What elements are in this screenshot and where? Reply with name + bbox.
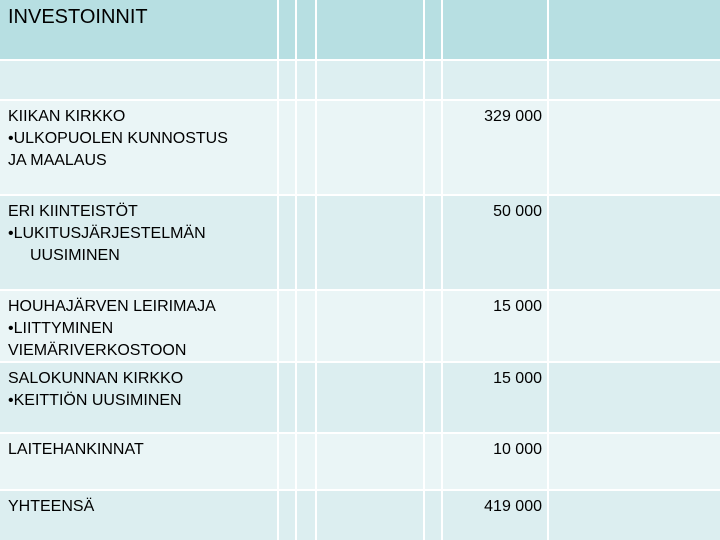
row-label: SALOKUNNAN KIRKKO •KEITTIÖN UUSIMINEN xyxy=(8,368,183,412)
label-line: LAITEHANKINNAT xyxy=(8,441,144,458)
label-line: KIIKAN KIRKKO xyxy=(8,108,126,125)
table-row xyxy=(0,433,720,490)
column-divider xyxy=(547,0,549,540)
table-row xyxy=(0,100,720,195)
blank-row xyxy=(0,60,720,100)
label-line: ERI KIINTEISTÖT xyxy=(8,203,138,220)
label-line: JA MAALAUS xyxy=(8,152,107,169)
table-row xyxy=(0,195,720,290)
row-label: LAITEHANKINNAT xyxy=(8,439,144,461)
column-divider xyxy=(423,0,425,540)
row-value: 15 000 xyxy=(493,298,542,315)
label-line: UUSIMINEN xyxy=(30,247,120,264)
row-label: KIIKAN KIRKKO •ULKOPUOLEN KUNNOSTUS JA MAA… xyxy=(8,106,228,172)
label-line: YHTEENSÄ xyxy=(8,498,95,515)
label-line: •KEITTIÖN UUSIMINEN xyxy=(8,392,182,409)
table-row xyxy=(0,362,720,433)
row-label: HOUHAJÄRVEN LEIRIMAJA •LIITTYMINEN VIEMÄRI… xyxy=(8,296,216,362)
row-divider xyxy=(0,99,720,101)
column-divider xyxy=(441,0,443,540)
label-line: VIEMÄRIVERKOSTOON xyxy=(8,342,187,359)
row-value: 50 000 xyxy=(493,203,542,220)
table-row xyxy=(0,290,720,362)
column-divider xyxy=(315,0,317,540)
row-divider xyxy=(0,432,720,434)
header-row xyxy=(0,0,720,60)
label-line: SALOKUNNAN KIRKKO xyxy=(8,370,184,387)
row-divider xyxy=(0,489,720,491)
row-value: 15 000 xyxy=(493,370,542,387)
label-line: HOUHAJÄRVEN LEIRIMAJA xyxy=(8,298,216,315)
row-divider xyxy=(0,289,720,291)
row-value: 10 000 xyxy=(493,441,542,458)
column-divider xyxy=(295,0,297,540)
row-divider xyxy=(0,361,720,363)
label-line: •ULKOPUOLEN KUNNOSTUS xyxy=(8,130,228,147)
row-label: ERI KIINTEISTÖT •LUKITUSJÄRJESTELMÄN UUSIM… xyxy=(8,201,206,267)
row-label: YHTEENSÄ xyxy=(8,496,94,518)
row-value: 329 000 xyxy=(484,108,542,125)
row-divider xyxy=(0,59,720,61)
table-row xyxy=(0,490,720,540)
label-line: •LUKITUSJÄRJESTELMÄN xyxy=(8,225,206,242)
table-title: INVESTOINNIT xyxy=(8,6,148,28)
row-divider xyxy=(0,194,720,196)
label-line: •LIITTYMINEN xyxy=(8,320,114,337)
column-divider xyxy=(277,0,279,540)
row-value: 419 000 xyxy=(484,498,542,515)
